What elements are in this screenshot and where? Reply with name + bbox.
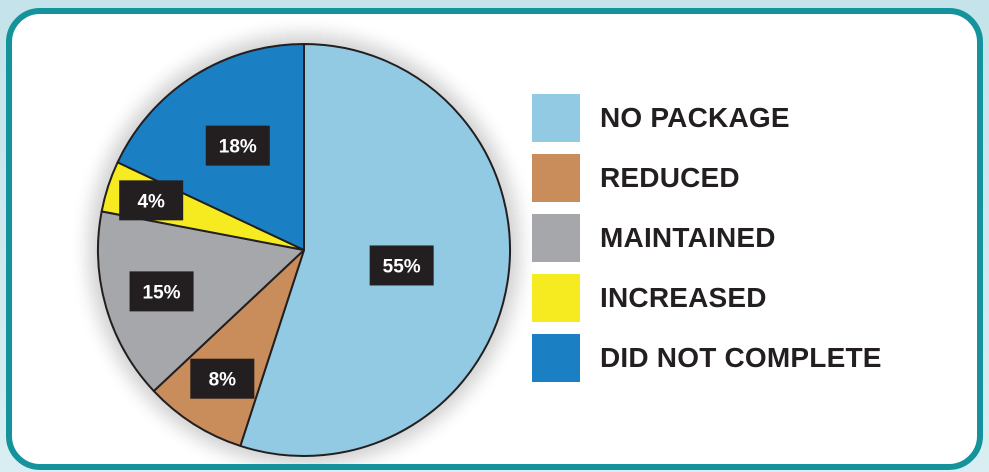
legend-swatch <box>532 214 580 262</box>
pie-chart: 55% 8% 15% 4% 18% <box>88 34 520 464</box>
legend-label: INCREASED <box>600 282 767 313</box>
data-label-box <box>119 180 184 221</box>
data-label-text: 15% <box>143 282 181 303</box>
data-label-text: 4% <box>137 191 165 212</box>
data-label-maintained: 15% <box>129 271 194 312</box>
legend-item-did-not-complete: DID NOT COMPLETE <box>532 328 882 388</box>
legend-label: NO PACKAGE <box>600 102 790 133</box>
data-label-reduced: 8% <box>190 358 255 399</box>
chart-panel: 55% 8% 15% 4% 18% NO PACKAGE REDUCED MAINTAI… <box>6 8 983 470</box>
legend-label: MAINTAINED <box>600 222 776 253</box>
legend-swatch <box>532 274 580 322</box>
legend-item-maintained: MAINTAINED <box>532 208 882 268</box>
legend-item-increased: INCREASED <box>532 268 882 328</box>
data-label-box <box>190 358 255 399</box>
data-label-text: 8% <box>209 370 237 391</box>
data-label-box <box>129 271 194 312</box>
data-label-increased: 4% <box>119 180 184 221</box>
pie-slices <box>97 43 511 457</box>
legend-label: DID NOT COMPLETE <box>600 342 882 373</box>
pie-data-labels: 55% 8% 15% 4% 18% <box>119 125 434 399</box>
chart-legend: NO PACKAGE REDUCED MAINTAINED INCREASED … <box>532 88 882 388</box>
data-label-box <box>369 245 434 286</box>
data-label-did-not-complete: 18% <box>205 125 270 166</box>
legend-swatch <box>532 94 580 142</box>
data-label-no-package: 55% <box>369 245 434 286</box>
legend-swatch <box>532 334 580 382</box>
legend-swatch <box>532 154 580 202</box>
legend-item-no-package: NO PACKAGE <box>532 88 882 148</box>
data-label-box <box>205 125 270 166</box>
pie-slice-maintained <box>97 210 305 393</box>
data-label-text: 55% <box>383 256 421 277</box>
data-label-text: 18% <box>219 137 257 158</box>
legend-item-reduced: REDUCED <box>532 148 882 208</box>
legend-label: REDUCED <box>600 162 740 193</box>
